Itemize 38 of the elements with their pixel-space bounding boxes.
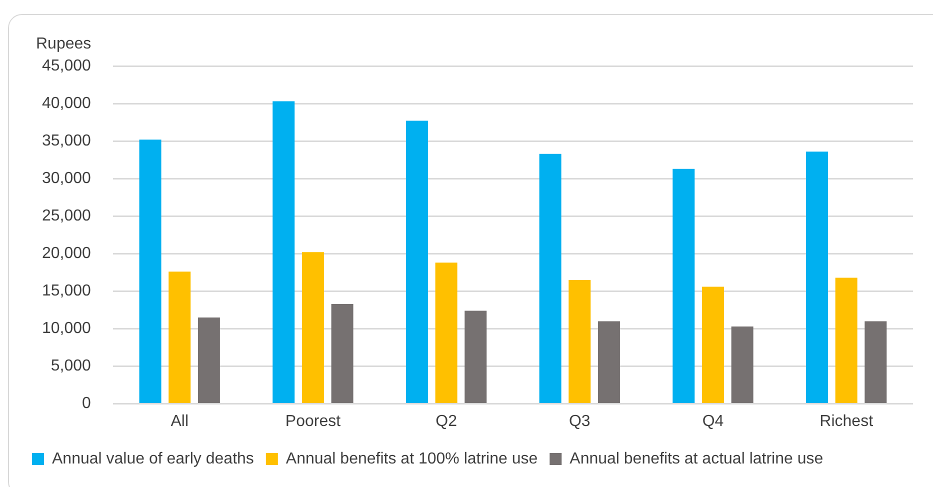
y-tick-label: 35,000: [42, 132, 92, 150]
x-tick-label: Q2: [436, 412, 458, 430]
bar: [435, 262, 458, 404]
bar: [568, 280, 591, 404]
legend-label: Annual value of early deaths: [52, 450, 254, 468]
bar: [539, 154, 562, 404]
bar: [272, 101, 295, 404]
bar: [464, 310, 487, 404]
bar: [406, 120, 428, 404]
x-tick-label: Q3: [568, 412, 590, 430]
bar: [806, 152, 828, 404]
bar: [598, 321, 620, 404]
y-tick-label: 5,000: [50, 358, 92, 375]
bar: [302, 252, 324, 404]
x-tick-label: Richest: [820, 412, 874, 430]
bar: [864, 321, 887, 404]
bar: [672, 168, 695, 404]
y-tick-label: 20,000: [42, 245, 92, 262]
bar: [198, 317, 220, 404]
y-tick-label: 25,000: [42, 208, 92, 225]
y-tick-label: 0: [82, 395, 92, 412]
y-tick-label: 15,000: [42, 282, 92, 300]
y-tick-label: 10,000: [42, 320, 92, 338]
y-tick-label: 30,000: [42, 170, 92, 188]
x-tick-label: Poorest: [285, 412, 342, 430]
y-axis-title: Rupees: [36, 35, 92, 52]
legend-label: Annual benefits at actual latrine use: [570, 450, 824, 468]
bar: [702, 286, 724, 404]
x-tick-label: All: [170, 412, 188, 430]
legend-label: Annual benefits at 100% latrine use: [286, 450, 538, 468]
bar: [731, 326, 754, 404]
bar: [331, 304, 354, 404]
bar: [168, 272, 191, 404]
bar: [139, 140, 162, 404]
x-tick-label: Q4: [702, 412, 724, 430]
y-tick-label: 45,000: [42, 57, 92, 74]
bar: [835, 278, 858, 404]
y-tick-label: 40,000: [42, 94, 92, 112]
